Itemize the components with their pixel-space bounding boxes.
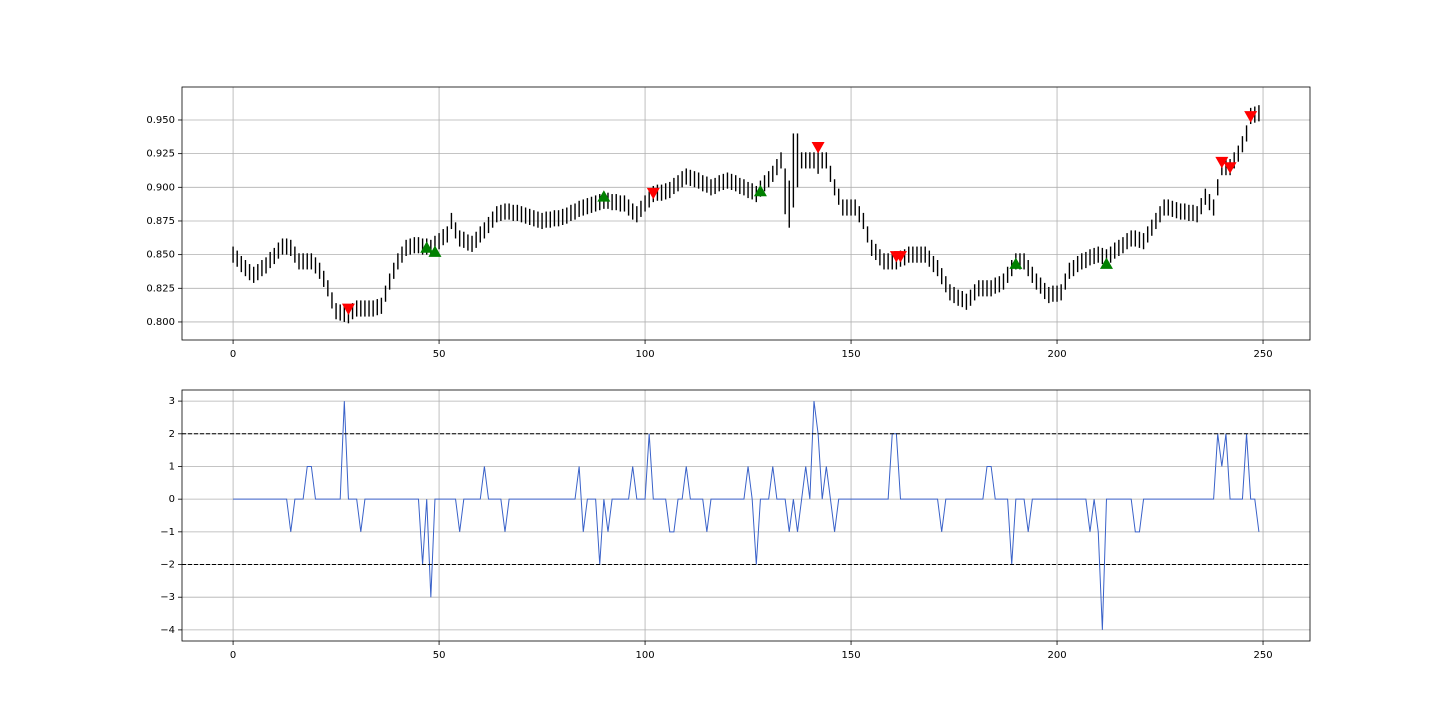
y-tick-label: −4 [160,625,175,636]
subplot: 0 50 100 150 200 250 −4 −3 −2 −1 0 1 2 3 [160,389,1311,661]
x-tick-label: 50 [433,650,446,661]
signal-marker [1099,257,1113,269]
x-tick-label: 0 [230,650,236,661]
y-tick-label: 0.950 [146,115,175,126]
x-tick-label: 250 [1253,650,1272,661]
x-tick-label: 150 [842,349,861,360]
x-tick-label: 200 [1047,650,1066,661]
x-tick-label: 100 [636,349,655,360]
y-tick-label: 2 [169,429,175,440]
signal-marker [811,142,825,154]
signal-marker [428,245,442,257]
x-tick-label: 150 [842,650,861,661]
x-tick-label: 200 [1047,349,1066,360]
subplot: 0 50 100 150 200 250 0.800 0.825 0.850 0.875 0.900… [146,86,1311,360]
signal-marker [646,187,660,200]
signal-marker [1244,111,1258,123]
signal-marker [1223,162,1237,174]
y-tick-label: 0.850 [146,250,175,261]
signal-marker [341,303,355,315]
signal-marker [1009,257,1023,269]
x-tick-label: 0 [230,349,236,360]
x-tick-label: 100 [636,650,655,661]
signal-marker [753,184,767,197]
y-tick-label: 3 [169,396,175,407]
y-tick-label: 0.925 [146,149,175,160]
signal-marker [1215,156,1229,169]
y-tick-label: 0.875 [146,216,175,227]
y-tick-label: 0.900 [146,182,175,193]
axes-frame [181,389,1311,642]
y-tick-label: −2 [160,560,175,571]
y-tick-label: −3 [160,592,175,603]
x-tick-label: 50 [433,349,446,360]
y-tick-label: 0.800 [146,317,175,328]
signal-marker [420,241,434,253]
signal-marker [893,251,907,263]
signal-line [233,401,1260,630]
y-tick-label: 0 [169,494,175,505]
y-tick-label: 0.825 [146,283,175,294]
y-tick-label: 1 [169,461,175,472]
x-tick-label: 250 [1253,349,1272,360]
axes-frame [181,86,1311,341]
y-tick-label: −1 [160,527,175,538]
signal-marker [597,190,611,202]
